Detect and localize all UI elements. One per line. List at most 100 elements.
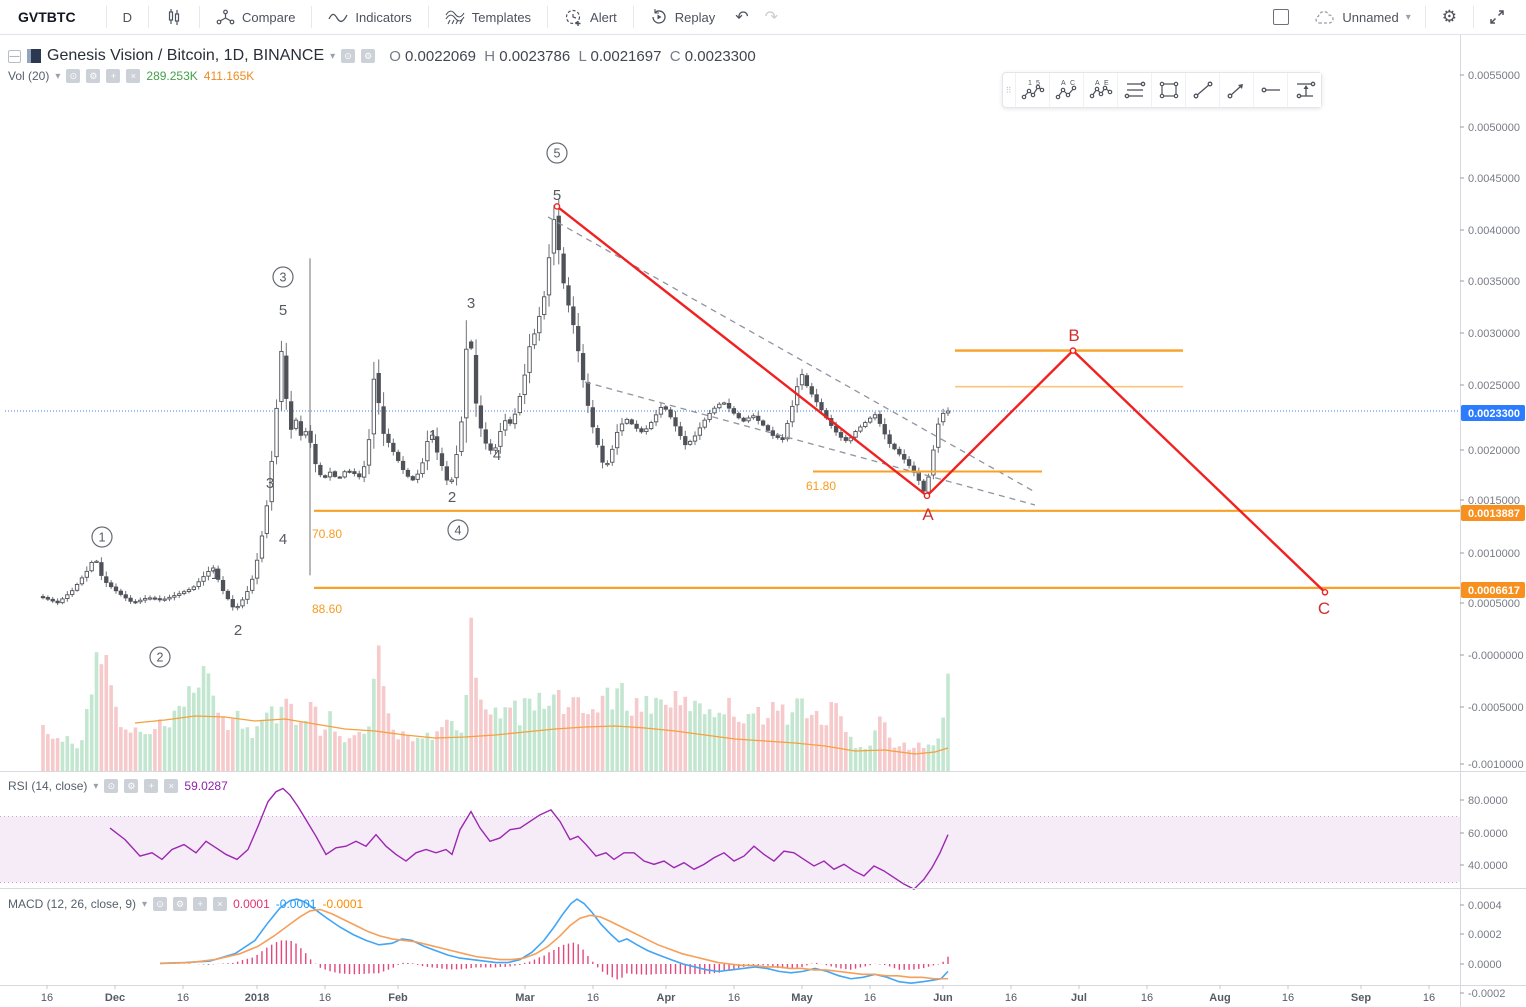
svg-text:Aug: Aug xyxy=(1209,992,1230,1004)
svg-text:88.60: 88.60 xyxy=(312,602,342,616)
svg-text:-0.0010000: -0.0010000 xyxy=(1468,759,1524,771)
svg-text:0.0020000: 0.0020000 xyxy=(1468,445,1520,457)
chart-style-button[interactable] xyxy=(153,0,195,34)
svg-text:3: 3 xyxy=(266,475,274,492)
chevron-down-icon[interactable]: ▾ xyxy=(330,50,336,62)
svg-text:4: 4 xyxy=(279,531,287,548)
svg-text:1: 1 xyxy=(1028,80,1032,87)
svg-text:4: 4 xyxy=(455,524,462,538)
rectangle-tool[interactable] xyxy=(1151,73,1185,107)
close-icon[interactable]: × xyxy=(213,897,228,911)
drag-handle[interactable]: ⠿ xyxy=(1005,85,1013,95)
svg-text:0.0023300: 0.0023300 xyxy=(1468,408,1520,420)
settings-gear-icon[interactable]: ⚙ xyxy=(1430,7,1469,27)
divider xyxy=(1473,6,1474,28)
svg-text:0.0025000: 0.0025000 xyxy=(1468,380,1520,392)
chevron-down-icon[interactable]: ▾ xyxy=(142,898,148,910)
templates-button[interactable]: Templates xyxy=(433,0,543,34)
chevron-down-icon[interactable]: ▾ xyxy=(93,780,99,792)
svg-text:-0.0005000: -0.0005000 xyxy=(1468,702,1524,714)
compare-button[interactable]: Compare xyxy=(204,0,307,34)
indicators-label: Indicators xyxy=(355,9,412,25)
volume-study-title[interactable]: Vol (20) xyxy=(8,69,50,83)
svg-text:3: 3 xyxy=(280,271,287,285)
eye-icon[interactable]: ⊙ xyxy=(104,779,119,793)
svg-text:Jul: Jul xyxy=(1071,992,1087,1004)
elliott-correction-wave-tool[interactable]: A C xyxy=(1049,73,1083,107)
alert-clock-icon xyxy=(564,8,583,27)
svg-text:A: A xyxy=(922,505,934,524)
svg-text:3: 3 xyxy=(467,295,475,312)
svg-text:0.0040000: 0.0040000 xyxy=(1468,225,1520,237)
chevron-down-icon[interactable]: ▾ xyxy=(55,70,61,82)
compare-icon xyxy=(216,9,235,26)
macd-hist-value: 0.0001 xyxy=(233,897,270,911)
symbol-search[interactable]: GVTBTC xyxy=(18,9,76,25)
add-icon[interactable]: + xyxy=(106,69,121,83)
chevron-down-icon: ▾ xyxy=(1405,11,1411,23)
vertical-range-tool[interactable] xyxy=(1287,73,1321,107)
svg-text:2018: 2018 xyxy=(245,992,269,1004)
macd-line-value: -0.0001 xyxy=(275,897,317,911)
layout-button[interactable] xyxy=(1273,9,1290,25)
replay-label: Replay xyxy=(674,9,716,25)
svg-text:0.0015000: 0.0015000 xyxy=(1468,495,1520,507)
rsi-study-title[interactable]: RSI (14, close) xyxy=(8,779,88,793)
symbol-logo xyxy=(27,49,41,63)
svg-text:C: C xyxy=(1318,599,1330,618)
alert-button[interactable]: Alert xyxy=(552,0,629,34)
gear-icon[interactable]: ⚙ xyxy=(86,69,101,83)
rsi-legend: RSI (14, close) ▾ ⊙ ⚙ + × 59.0287 xyxy=(8,779,228,793)
main-series-legend: — Genesis Vision / Bitcoin, 1D, BINANCE … xyxy=(8,47,756,65)
trend-line-tool[interactable] xyxy=(1185,73,1219,107)
svg-text:E: E xyxy=(1104,80,1109,87)
gear-icon[interactable]: ⚙ xyxy=(124,779,139,793)
svg-text:16: 16 xyxy=(1005,992,1017,1004)
templates-icon xyxy=(445,9,465,25)
collapse-pane-icon[interactable]: — xyxy=(8,49,21,63)
arrow-tool[interactable] xyxy=(1219,73,1253,107)
svg-text:0.0006617: 0.0006617 xyxy=(1468,585,1520,597)
elliott-triangle-wave-tool[interactable]: A E xyxy=(1083,73,1117,107)
svg-text:0.0055000: 0.0055000 xyxy=(1468,70,1520,82)
add-icon[interactable]: + xyxy=(144,779,159,793)
eye-icon[interactable]: ⊙ xyxy=(341,49,356,63)
eye-icon[interactable]: ⊙ xyxy=(66,69,81,83)
close-icon[interactable]: × xyxy=(164,779,179,793)
gear-icon[interactable]: ⚙ xyxy=(173,897,188,911)
svg-text:16: 16 xyxy=(41,992,53,1004)
close-icon[interactable]: × xyxy=(126,69,141,83)
eye-icon[interactable]: ⊙ xyxy=(153,897,168,911)
svg-text:4: 4 xyxy=(493,447,501,464)
svg-text:May: May xyxy=(791,992,813,1004)
svg-text:16: 16 xyxy=(177,992,189,1004)
svg-text:C: C xyxy=(1070,80,1075,87)
fullscreen-icon[interactable] xyxy=(1478,8,1516,26)
fib-retracement-tool[interactable] xyxy=(1117,73,1151,107)
macd-study-title[interactable]: MACD (12, 26, close, 9) xyxy=(8,897,137,911)
indicators-button[interactable]: Indicators xyxy=(316,0,423,34)
horizontal-ray-tool[interactable] xyxy=(1253,73,1287,107)
replay-button[interactable]: Replay xyxy=(638,0,727,34)
replay-icon xyxy=(650,8,668,26)
elliott-impulse-wave-tool[interactable]: 1 5 xyxy=(1015,73,1049,107)
svg-text:Sep: Sep xyxy=(1351,992,1371,1004)
layout-name: Unnamed xyxy=(1342,9,1399,25)
svg-text:0.0002: 0.0002 xyxy=(1468,929,1502,941)
series-title[interactable]: Genesis Vision / Bitcoin, 1D, BINANCE xyxy=(47,47,325,64)
svg-text:B: B xyxy=(1068,326,1079,345)
add-icon[interactable]: + xyxy=(193,897,208,911)
svg-text:0.0004: 0.0004 xyxy=(1468,900,1502,912)
redo-button[interactable]: ↷ xyxy=(764,9,779,26)
svg-text:5: 5 xyxy=(279,302,287,319)
divider xyxy=(632,6,634,28)
svg-text:5: 5 xyxy=(1036,80,1040,87)
gear-icon[interactable]: ⚙ xyxy=(361,49,376,63)
svg-text:16: 16 xyxy=(728,992,740,1004)
save-layout-control[interactable]: Unnamed ▾ xyxy=(1303,10,1420,25)
svg-text:Apr: Apr xyxy=(657,992,677,1004)
interval-button[interactable]: D xyxy=(111,0,144,34)
svg-text:5: 5 xyxy=(554,147,561,161)
undo-button[interactable]: ↶ xyxy=(735,9,749,26)
